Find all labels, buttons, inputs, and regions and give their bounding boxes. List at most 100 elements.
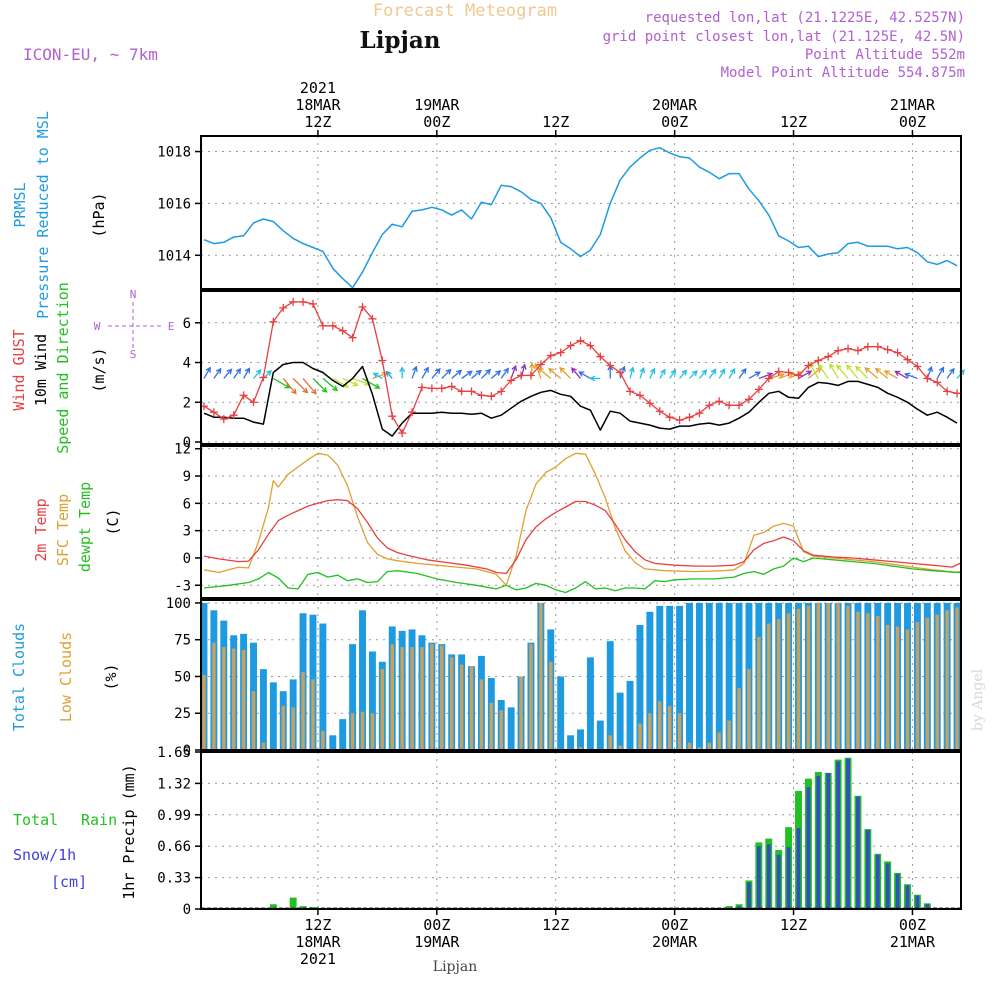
precip-rain-bar [796, 828, 801, 909]
low-clouds-bar [449, 657, 454, 750]
wind-gust-marker [259, 373, 268, 382]
wind-direction-arrowhead [894, 370, 901, 377]
wind-direction-arrow [818, 364, 829, 379]
wind-unit: (m/s) [90, 347, 108, 392]
precip-label-cm: [cm] [51, 873, 87, 891]
wind-gust-marker [289, 297, 298, 306]
wind-direction-arrowhead [485, 368, 492, 375]
wind-direction-arrow [758, 373, 773, 380]
total-clouds-bar [259, 669, 267, 750]
wind-gust-marker [814, 356, 823, 365]
wind-direction-arrow [884, 370, 898, 379]
wind-direction-arrowhead [629, 366, 635, 373]
precip-label-rain: Rain [81, 811, 117, 829]
wind-gust-marker [358, 302, 367, 311]
wind-gust-marker [744, 395, 753, 404]
wind-direction-arrowhead [701, 369, 708, 376]
clouds-panel-frame [200, 599, 962, 751]
wind-gust-marker [655, 407, 664, 416]
precip-ytick-label: 0.33 [157, 871, 191, 887]
wind-direction-arrow [322, 377, 338, 391]
wind-direction-arrow [798, 370, 812, 379]
low-clouds-bar [350, 713, 355, 750]
wind-gust-marker [754, 385, 763, 394]
wind-direction-arrowhead [466, 370, 473, 377]
clouds-ytick-label: 25 [174, 706, 191, 722]
wind-gust-marker [943, 387, 952, 396]
point-altitude: Point Altitude 552m [805, 47, 965, 63]
wind-direction-arrowhead [456, 369, 463, 376]
wind-direction-arrow [708, 369, 717, 379]
bottom-time-label: 12Z [780, 916, 807, 934]
low-clouds-bar [935, 614, 939, 750]
wind-gust-marker [219, 415, 228, 424]
wind-direction-arrow [855, 366, 869, 379]
low-clouds-bar [687, 742, 692, 750]
low-clouds-bar [925, 617, 930, 750]
wind-gust-marker [308, 299, 317, 308]
low-clouds-bar [677, 713, 682, 750]
wind-gust-marker [705, 401, 714, 410]
total-clouds-bar [735, 602, 743, 750]
wind-label-gust: Wind GUST [10, 329, 28, 410]
temp-label-sfc: SFC Temp [54, 494, 72, 566]
bottom-time-label: 19MAR [414, 933, 460, 951]
total-clouds-bar [636, 625, 644, 750]
low-clouds-bar [281, 705, 285, 750]
bottom-time-label: 20MAR [652, 933, 698, 951]
low-clouds-bar [380, 669, 385, 750]
precip-rain-bar [856, 796, 860, 909]
wind-direction-arrow [864, 367, 879, 379]
precip-rain-bar [875, 854, 880, 909]
wind-direction-arrow [203, 367, 211, 379]
low-clouds-bar [786, 613, 791, 750]
low-clouds-bar [231, 648, 236, 750]
wind-label-10m: 10m Wind [32, 334, 50, 406]
precip-rain-bar [737, 906, 741, 909]
precip-rain-bar [895, 873, 900, 909]
wind-direction-arrowhead [836, 364, 842, 371]
wind-gust-marker [576, 336, 585, 345]
low-clouds-bar [826, 602, 830, 750]
precip-label-total: Total [13, 811, 58, 829]
low-clouds-bar [885, 625, 890, 750]
low-clouds-bar [776, 619, 781, 750]
wind-direction-arrowhead [528, 362, 535, 369]
dewpt-temp-line [203, 557, 961, 594]
wind-ytick-label: 2 [183, 395, 191, 411]
wind-direction-arrow [538, 367, 552, 379]
total-clouds-bar [695, 602, 703, 750]
wind-direction-arrow [233, 368, 241, 379]
wind-label-dir: Speed and Direction [54, 282, 72, 454]
wind-direction-arrow [312, 377, 327, 393]
top-time-label: 00Z [423, 113, 450, 131]
wind-direction-arrowhead [719, 368, 726, 375]
wind-gust-marker [249, 398, 258, 407]
wind-panel-frame [200, 290, 962, 445]
precip-rain-bar [865, 830, 870, 909]
precip-rain-bar [776, 854, 781, 909]
wind-direction-arrowhead [806, 370, 813, 376]
low-clouds-bar [895, 626, 900, 750]
wind-gust-marker [893, 348, 902, 357]
wind-direction-arrowhead [691, 370, 698, 377]
low-clouds-bar [638, 723, 642, 750]
wind-direction-arrow [243, 368, 250, 379]
clouds-unit: (%) [102, 663, 120, 690]
total-clouds-bar [329, 735, 337, 750]
low-clouds-bar [747, 669, 751, 750]
low-clouds-bar [727, 720, 731, 750]
low-clouds-bar [390, 644, 394, 750]
wind-direction-arrow [373, 372, 383, 379]
bottom-time-label: 2021 [300, 950, 336, 968]
total-clouds-bar [676, 605, 684, 750]
top-time-label: 12Z [304, 113, 331, 131]
low-clouds-bar [608, 735, 612, 750]
wind-direction-arrow [846, 364, 859, 379]
pressure-ytick-label: 1014 [157, 248, 191, 264]
wind-direction-arrow [332, 377, 349, 388]
top-time-label: 19MAR [414, 96, 460, 114]
wind-direction-arrow [679, 370, 687, 379]
wind-direction-arrowhead [284, 383, 291, 389]
